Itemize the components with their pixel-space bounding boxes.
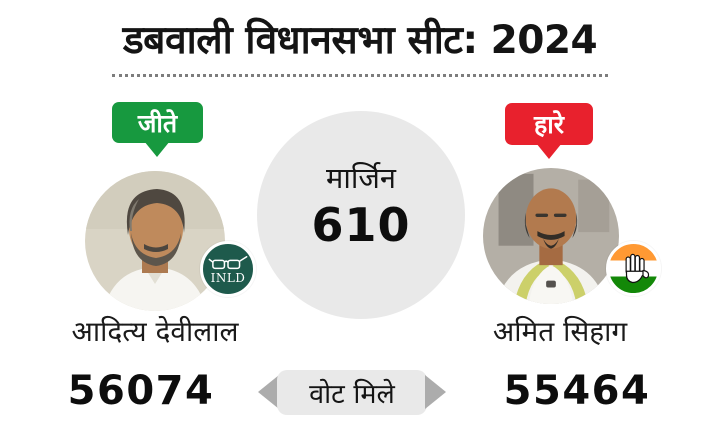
margin-label: मार्जिन: [326, 161, 396, 195]
page-title: डबवाली विधानसभा सीट: 2024: [122, 18, 598, 63]
left-arrow-icon: [258, 375, 279, 409]
title-dotted-divider: [112, 74, 608, 77]
spectacles-icon: [208, 255, 248, 269]
winner-name: आदित्य देवीलाल: [71, 315, 239, 348]
loser-photo: [483, 168, 619, 304]
inld-logo-badge: INLD: [200, 241, 256, 297]
margin-value: 610: [311, 198, 411, 252]
loser-badge-tail: [536, 143, 562, 159]
votes-pill: वोट मिले: [277, 370, 427, 415]
margin-circle: मार्जिन 610: [257, 111, 465, 319]
winner-votes: 56074: [67, 368, 215, 414]
loser-portrait-image: [483, 168, 619, 304]
loser-status-label: हारे: [534, 110, 564, 139]
loser-name: अमित सिहाग: [492, 315, 628, 348]
winner-badge-tail: [144, 141, 170, 157]
winner-status-label: जीते: [137, 108, 178, 138]
right-arrow-icon: [425, 375, 446, 409]
loser-status-badge: हारे: [505, 103, 593, 145]
congress-hand-icon: [625, 253, 649, 283]
inld-label: INLD: [210, 270, 246, 285]
congress-logo-badge: [606, 241, 661, 296]
loser-votes: 55464: [503, 368, 651, 414]
winner-portrait-image: [85, 171, 225, 311]
winner-photo: [85, 171, 225, 311]
votes-pill-label: वोट मिले: [309, 379, 395, 410]
winner-status-badge: जीते: [112, 102, 203, 143]
